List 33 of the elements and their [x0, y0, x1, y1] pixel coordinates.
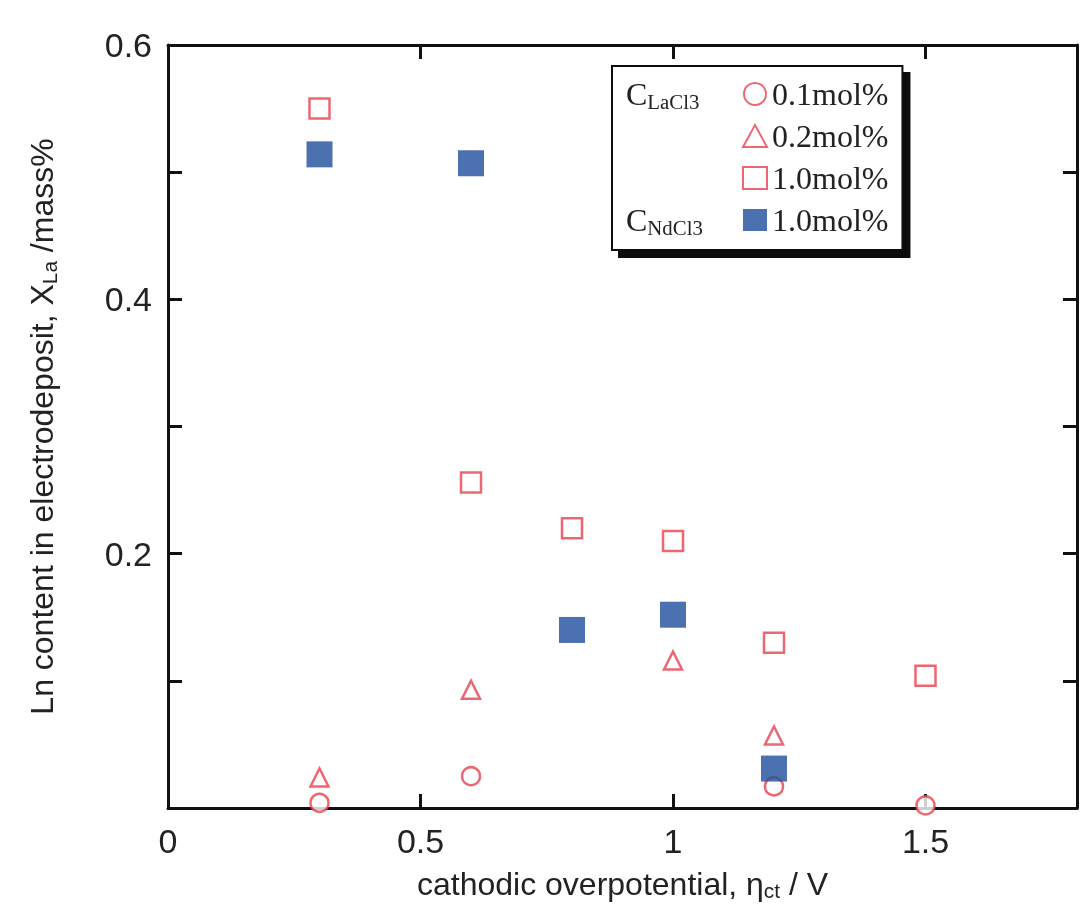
x-tick-label: 0.5	[396, 822, 445, 860]
point	[306, 141, 333, 168]
point	[459, 471, 483, 494]
x-tick-label: 1	[663, 822, 683, 860]
point	[308, 97, 331, 120]
point	[660, 601, 686, 628]
legend-label: 0.2mol%	[772, 118, 889, 154]
y-tick-label: 0.6	[104, 26, 152, 64]
legend-label: 1.0mol%	[772, 160, 889, 196]
point	[460, 765, 482, 787]
legend-title: CLaCl3	[626, 76, 700, 113]
y-axis-title: Ln content in electrodeposit, XLa /mass%	[24, 138, 61, 715]
point	[458, 150, 484, 177]
point	[914, 664, 937, 687]
point	[761, 755, 787, 782]
point	[762, 631, 786, 654]
point	[460, 679, 482, 700]
x-tick-label: 1.5	[901, 822, 950, 860]
point	[559, 616, 585, 643]
point	[662, 650, 684, 671]
x-axis-title: cathodic overpotential, ηct / V	[416, 865, 829, 903]
point	[763, 725, 785, 746]
point	[560, 516, 584, 540]
y-tick-label: 0.4	[104, 280, 152, 319]
y-tick-label: 0.2	[104, 534, 152, 573]
point	[309, 767, 330, 788]
x-tick-label: 0	[158, 822, 178, 860]
legend-label: 1.0mol%	[772, 202, 889, 238]
annotation: CNdCl3	[626, 202, 703, 239]
legend-label: 0.1mol%	[772, 76, 889, 112]
point	[661, 529, 685, 553]
point	[309, 792, 330, 814]
point	[915, 795, 936, 816]
